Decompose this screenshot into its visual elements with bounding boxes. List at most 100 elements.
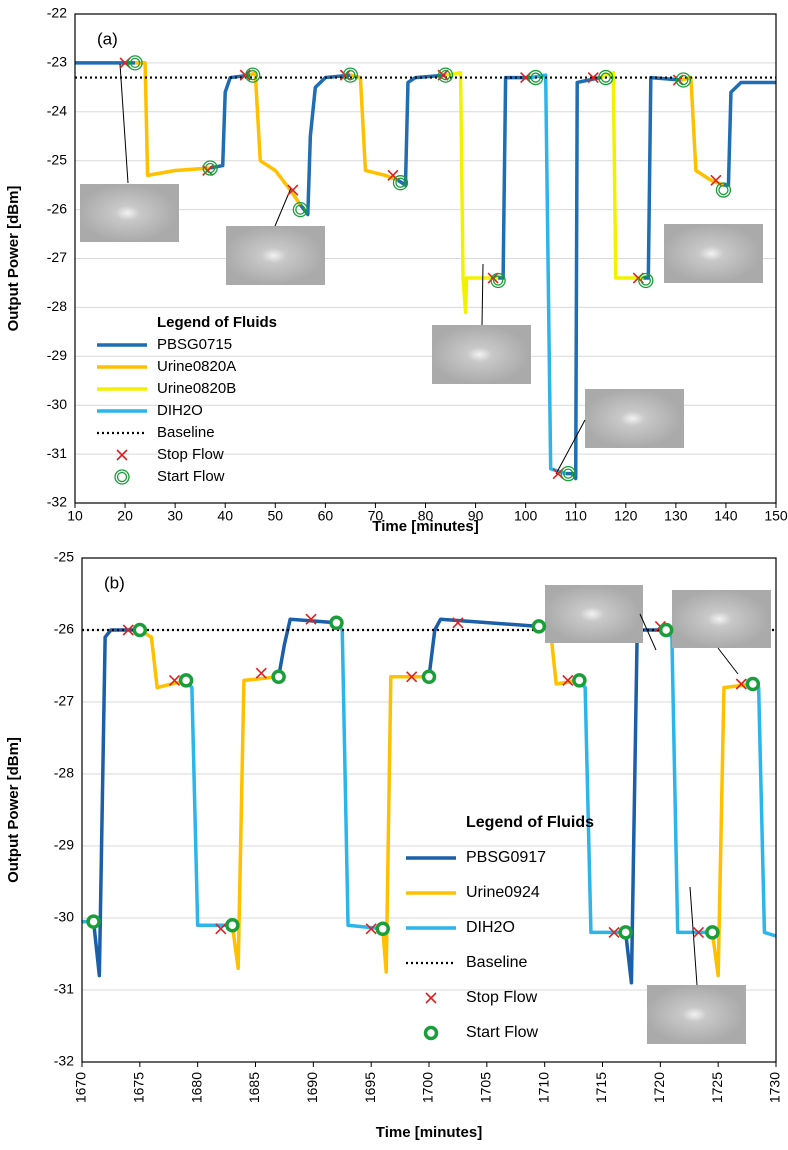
y-tick-label: -28 bbox=[54, 765, 74, 781]
start-marker bbox=[490, 272, 506, 289]
start-marker bbox=[127, 55, 143, 71]
y-tick-label: -25 bbox=[47, 151, 67, 167]
cross-stroke bbox=[365, 923, 377, 935]
legend-label: PBSG0715 bbox=[157, 336, 232, 353]
stop-marker bbox=[168, 674, 181, 686]
fluid-line bbox=[530, 73, 567, 476]
x-tick-label: 10 bbox=[67, 508, 83, 524]
start-marker bbox=[638, 272, 654, 289]
x-tick-label: 20 bbox=[117, 508, 133, 524]
ring bbox=[247, 69, 258, 81]
y-tick-label: -23 bbox=[47, 54, 67, 70]
y-tick-label: -26 bbox=[54, 621, 74, 637]
y-tick-label: -24 bbox=[47, 103, 67, 119]
x-tick-label: 130 bbox=[664, 508, 688, 524]
start-marker bbox=[572, 673, 587, 688]
x-tick-label: 50 bbox=[267, 508, 283, 524]
y-tick-label: -25 bbox=[54, 549, 74, 565]
stop-marker bbox=[406, 671, 418, 683]
x-tick-label: 1720 bbox=[651, 1072, 667, 1103]
ring bbox=[598, 69, 614, 86]
cross-stroke bbox=[406, 671, 418, 683]
ring bbox=[132, 622, 148, 638]
fluid-line bbox=[445, 70, 644, 315]
ring bbox=[271, 669, 286, 685]
fluid-line bbox=[138, 624, 754, 978]
ring bbox=[86, 914, 101, 929]
y-tick-label: -29 bbox=[47, 347, 67, 363]
fluid-line bbox=[135, 61, 725, 206]
x-tick-label: 100 bbox=[514, 508, 538, 524]
plot-border bbox=[81, 557, 777, 1063]
y-tick-label: -32 bbox=[54, 1053, 74, 1069]
cross-stroke bbox=[122, 624, 134, 636]
ring bbox=[675, 72, 692, 88]
ring bbox=[440, 69, 451, 81]
start-marker bbox=[528, 69, 544, 86]
ring bbox=[563, 468, 574, 479]
ring bbox=[618, 925, 633, 940]
legend-title: Legend of Fluids bbox=[466, 814, 594, 831]
inset-connector bbox=[717, 647, 739, 675]
cross-stroke bbox=[168, 674, 181, 686]
cross-stroke bbox=[116, 449, 128, 461]
ring bbox=[202, 160, 218, 176]
cross-stroke bbox=[452, 617, 464, 629]
cross-stroke bbox=[425, 992, 437, 1004]
x-tick-label: 1690 bbox=[304, 1072, 320, 1103]
start-marker bbox=[245, 67, 261, 83]
legend-label: Baseline bbox=[466, 954, 527, 971]
cross-stroke bbox=[587, 72, 599, 84]
ring bbox=[528, 69, 544, 86]
x-tick-label: 90 bbox=[468, 508, 484, 524]
ring bbox=[329, 615, 344, 631]
start-marker bbox=[392, 175, 409, 191]
x-tick-label: 1670 bbox=[73, 1072, 89, 1103]
cross-stroke bbox=[305, 613, 317, 625]
x-tick-label: 120 bbox=[614, 508, 638, 524]
inset-image bbox=[664, 224, 763, 283]
ring bbox=[421, 669, 437, 685]
x-tick-label: 1730 bbox=[767, 1072, 783, 1103]
start-marker bbox=[745, 676, 761, 692]
inset-image bbox=[585, 389, 684, 448]
start-marker bbox=[132, 622, 148, 638]
x-tick-label: 1715 bbox=[593, 1072, 609, 1103]
cross-stroke bbox=[710, 174, 722, 186]
stop-marker bbox=[452, 617, 464, 629]
ring bbox=[342, 67, 359, 83]
ring bbox=[600, 72, 611, 83]
stop-marker bbox=[425, 992, 437, 1004]
inset-image bbox=[226, 226, 325, 285]
panel-label: (b) bbox=[104, 573, 125, 592]
ring bbox=[245, 67, 261, 83]
ring bbox=[705, 925, 720, 940]
x-tick-label: 150 bbox=[764, 508, 788, 524]
start-marker bbox=[598, 69, 614, 86]
y-tick-label: -27 bbox=[47, 249, 67, 265]
x-tick-label: 1705 bbox=[478, 1072, 494, 1103]
inset-connector bbox=[481, 263, 484, 326]
stop-marker bbox=[255, 667, 267, 679]
y-tick-label: -29 bbox=[54, 837, 74, 853]
ring bbox=[375, 921, 390, 937]
ring bbox=[114, 469, 130, 485]
stop-marker bbox=[562, 674, 574, 686]
stop-marker bbox=[305, 613, 317, 625]
ring bbox=[127, 55, 143, 71]
cross-stroke bbox=[562, 674, 574, 686]
inset-connector bbox=[689, 886, 698, 986]
fluid-line bbox=[91, 617, 667, 985]
start-marker bbox=[618, 925, 633, 940]
y-tick-label: -31 bbox=[47, 445, 67, 461]
x-axis-label: Time [minutes] bbox=[376, 1124, 482, 1141]
legend-title: Legend of Fluids bbox=[157, 314, 277, 331]
inset-connector bbox=[119, 63, 129, 184]
x-tick-label: 140 bbox=[714, 508, 738, 524]
start-marker bbox=[705, 925, 720, 940]
ring bbox=[530, 72, 541, 83]
ring bbox=[225, 917, 240, 933]
x-tick-label: 110 bbox=[565, 508, 588, 524]
x-tick-label: 70 bbox=[368, 508, 384, 524]
cross-stroke bbox=[608, 926, 620, 938]
